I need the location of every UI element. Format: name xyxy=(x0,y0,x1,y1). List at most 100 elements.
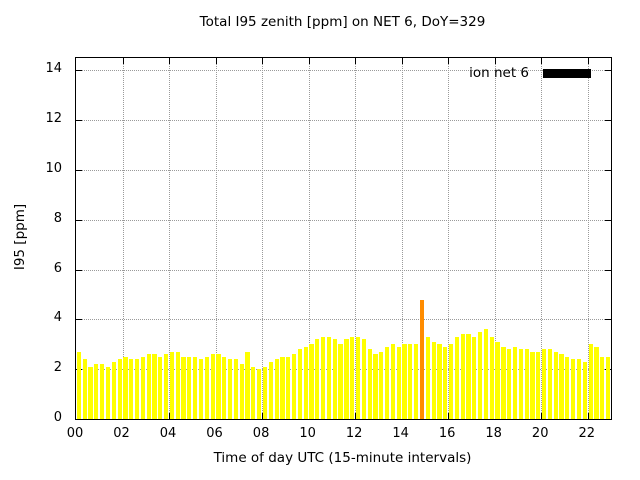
bar xyxy=(460,334,465,419)
bar xyxy=(175,351,180,419)
bar xyxy=(280,356,285,419)
grid-line-horizontal xyxy=(76,70,611,72)
bar xyxy=(303,346,308,419)
bar xyxy=(518,349,523,419)
bar xyxy=(76,351,81,419)
bar xyxy=(385,346,390,419)
bar xyxy=(100,364,105,419)
bar xyxy=(501,346,506,419)
bar xyxy=(274,359,279,419)
bar xyxy=(547,349,553,419)
grid-line-vertical xyxy=(122,58,124,419)
x-tick-top xyxy=(401,58,403,64)
bar xyxy=(355,336,361,419)
bar xyxy=(571,359,576,419)
x-tick-bottom xyxy=(169,413,171,419)
x-tick-top xyxy=(308,58,310,64)
y-tick-label: 0 xyxy=(53,410,62,425)
bar xyxy=(524,349,529,419)
bar xyxy=(146,354,151,419)
x-tick-top xyxy=(494,58,496,64)
bar xyxy=(559,354,564,419)
y-tick-left xyxy=(76,120,82,122)
x-tick-top xyxy=(262,58,264,64)
y-tick-right xyxy=(605,120,611,122)
x-tick-label: 10 xyxy=(299,426,316,441)
grid-line-horizontal xyxy=(76,269,611,271)
bar xyxy=(152,354,157,419)
y-tick-right xyxy=(605,269,611,271)
legend-label: ion net 6 xyxy=(469,65,529,81)
grid-line-vertical xyxy=(541,58,543,419)
grid-line-vertical xyxy=(215,58,217,419)
y-tick-label: 4 xyxy=(53,310,62,326)
grid-line-vertical xyxy=(169,58,171,419)
grid-line-vertical xyxy=(355,58,357,419)
grid-line-horizontal xyxy=(76,170,611,172)
bar xyxy=(123,356,128,419)
bar xyxy=(367,349,372,419)
x-tick-label: 00 xyxy=(66,426,84,441)
x-tick-bottom xyxy=(355,413,357,419)
bar xyxy=(553,351,558,419)
bar xyxy=(222,356,227,419)
bar xyxy=(600,356,605,419)
x-tick-label: 22 xyxy=(578,426,595,441)
bar xyxy=(437,344,442,419)
bar xyxy=(588,344,593,419)
bar xyxy=(181,356,186,419)
y-tick-left xyxy=(76,269,82,271)
x-tick-bottom xyxy=(448,413,450,419)
bar-highlight xyxy=(419,299,425,419)
bar xyxy=(507,349,512,419)
y-tick-left xyxy=(76,170,82,172)
bar xyxy=(344,339,349,419)
x-tick-bottom xyxy=(308,413,310,419)
grid-line-horizontal xyxy=(76,120,611,122)
bar xyxy=(390,344,396,419)
y-tick-label: 14 xyxy=(45,61,62,77)
x-tick-top xyxy=(355,58,357,64)
bar xyxy=(117,359,122,419)
bar xyxy=(478,331,483,419)
x-tick-label: 12 xyxy=(345,426,363,441)
y-tick-label: 10 xyxy=(45,161,62,177)
bar xyxy=(565,356,570,419)
bar xyxy=(164,354,169,419)
y-tick-left xyxy=(76,219,82,221)
bar xyxy=(542,349,547,419)
chart-title: Total I95 zenith [ppm] on NET 6, DoY=329 xyxy=(199,14,486,30)
bar xyxy=(443,346,448,419)
x-tick-label: 08 xyxy=(252,426,270,441)
x-tick-label: 02 xyxy=(113,426,130,441)
bar xyxy=(245,351,250,419)
x-tick-bottom xyxy=(494,413,496,419)
bar xyxy=(454,336,459,419)
bar xyxy=(605,356,611,419)
bar xyxy=(361,339,366,419)
bar xyxy=(536,351,541,419)
y-tick-right xyxy=(605,319,611,321)
x-tick-bottom xyxy=(401,413,403,419)
bar xyxy=(262,366,268,419)
bar xyxy=(373,354,378,419)
bar xyxy=(594,346,599,419)
bar xyxy=(105,366,111,419)
bar xyxy=(315,339,320,419)
grid-line-vertical xyxy=(587,58,589,419)
x-tick-label: 06 xyxy=(206,426,223,441)
x-tick-label: 16 xyxy=(438,426,456,441)
x-tick-label: 04 xyxy=(159,426,177,441)
grid-line-horizontal xyxy=(76,319,611,321)
bar xyxy=(210,354,215,419)
bar xyxy=(297,349,302,419)
x-tick-top xyxy=(448,58,450,64)
bar xyxy=(530,351,535,419)
bar xyxy=(88,366,93,419)
y-tick-right xyxy=(605,70,611,72)
grid-line-vertical xyxy=(262,58,264,419)
y-tick-right xyxy=(605,219,611,221)
x-tick-bottom xyxy=(122,413,124,419)
x-tick-label: 20 xyxy=(531,426,549,441)
